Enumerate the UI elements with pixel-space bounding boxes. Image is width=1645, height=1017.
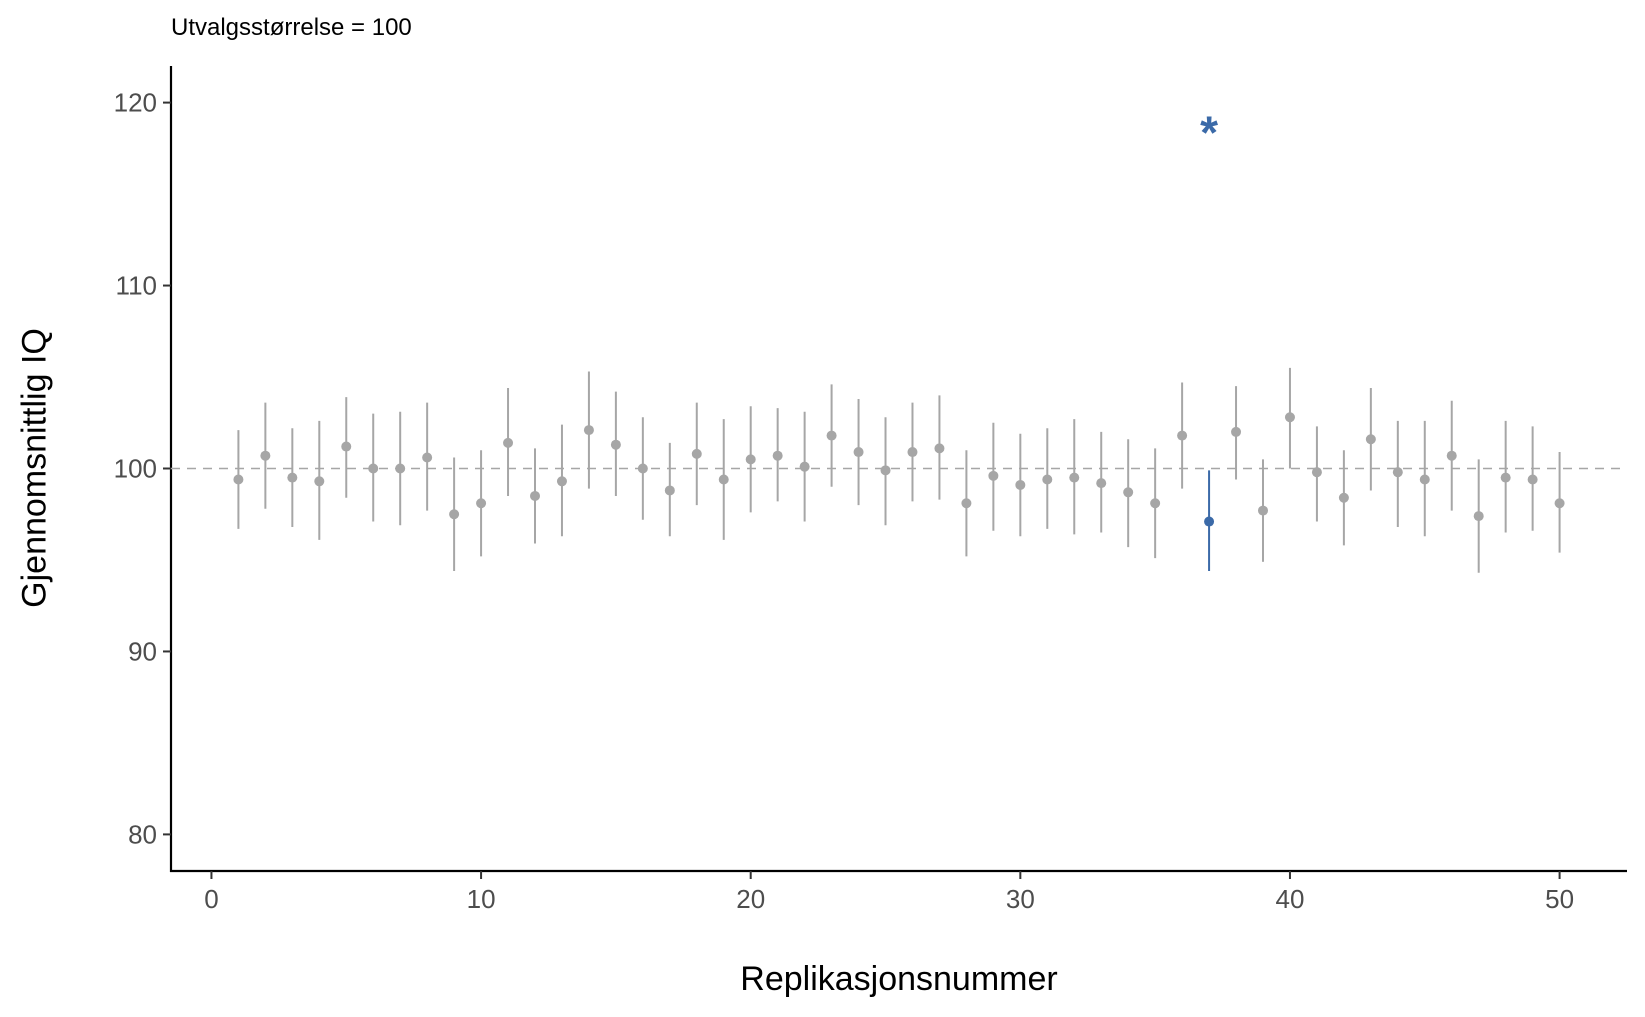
- x-axis-label: Replikasjonsnummer: [740, 960, 1058, 998]
- data-point: [718, 474, 729, 485]
- data-point: [745, 454, 756, 465]
- data-point: [1419, 474, 1430, 485]
- y-axis-label: Gjennomsnittlig IQ: [15, 328, 54, 608]
- data-point: [1446, 450, 1457, 461]
- x-tick-label: 20: [736, 884, 765, 914]
- x-tick-label: 40: [1276, 884, 1305, 914]
- x-tick-label: 30: [1006, 884, 1035, 914]
- data-point: [664, 485, 675, 496]
- data-point: [233, 474, 244, 485]
- data-point: [503, 437, 514, 448]
- data-point: [1284, 412, 1295, 423]
- data-point: [799, 461, 810, 472]
- data-point: [1042, 474, 1053, 485]
- x-tick-label: 50: [1545, 884, 1574, 914]
- data-point: [583, 425, 594, 436]
- y-tick-label: 80: [128, 819, 157, 849]
- data-point: [395, 463, 406, 474]
- data-point: [691, 448, 702, 459]
- data-point: [341, 441, 352, 452]
- data-point: [988, 470, 999, 481]
- data-point: [1150, 498, 1161, 509]
- significance-marker: *: [1200, 106, 1218, 158]
- data-point: [368, 463, 379, 474]
- data-point: [1069, 472, 1080, 483]
- data-point: [530, 490, 540, 501]
- y-tick-label: 90: [128, 636, 157, 666]
- data-point: [961, 498, 972, 509]
- data-point: [1231, 426, 1242, 437]
- data-point: [907, 447, 918, 458]
- data-point: [1527, 474, 1538, 485]
- data-point: [880, 465, 891, 476]
- data-point: [1311, 467, 1322, 478]
- data-point: [1392, 467, 1403, 478]
- axes: 80 90 100 110 120 0 10 20 30 40 50: [114, 66, 1627, 914]
- data-point: [853, 447, 864, 458]
- data-point: [1554, 498, 1565, 509]
- data-point: [1177, 430, 1188, 441]
- data-point: [1365, 434, 1376, 445]
- data-point: [476, 498, 487, 509]
- data-point: [260, 450, 271, 461]
- data-point: [637, 463, 648, 474]
- data-point: [1500, 472, 1511, 483]
- data-point: [772, 450, 783, 461]
- data-point: [934, 443, 945, 454]
- data-point: [1473, 511, 1484, 522]
- data-point: [422, 452, 433, 463]
- data-point: [1015, 479, 1026, 490]
- y-tick-label: 120: [114, 88, 157, 118]
- y-tick-label: 110: [116, 271, 157, 301]
- data-point: [610, 439, 621, 450]
- data-point: [1258, 505, 1268, 516]
- y-tick-label: 100: [114, 454, 157, 484]
- data-point: [556, 476, 567, 487]
- x-tick-label: 0: [204, 884, 218, 914]
- data-point: [314, 476, 325, 487]
- data-point: [1123, 487, 1134, 498]
- data-point: [287, 472, 298, 483]
- error-bars: [237, 367, 1561, 573]
- chart-subtitle: Utvalgsstørrelse = 100: [171, 14, 412, 41]
- x-tick-label: 10: [467, 884, 496, 914]
- data-point: [826, 430, 837, 441]
- data-point: [1096, 478, 1107, 489]
- data-point-highlight: [1204, 516, 1215, 527]
- data-point: [1338, 492, 1349, 503]
- annotations: *: [1200, 106, 1218, 158]
- data-point: [449, 509, 460, 520]
- data-points: [233, 412, 1565, 527]
